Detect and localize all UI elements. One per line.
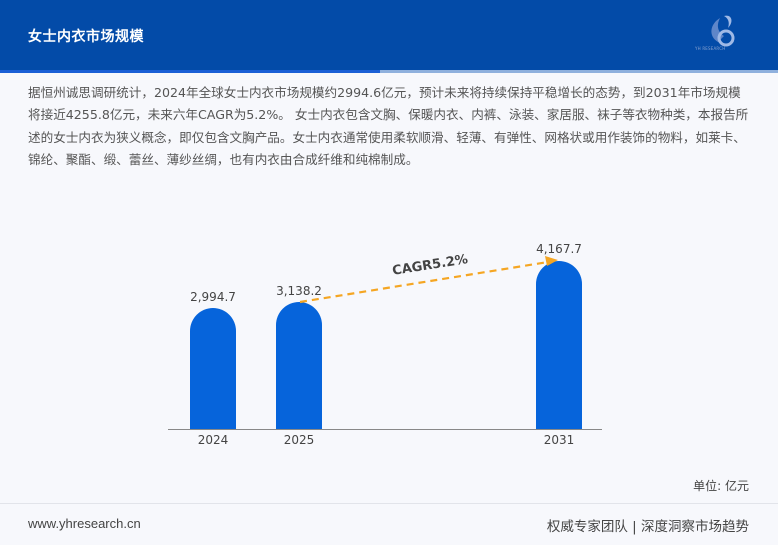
bar-2025 — [276, 302, 322, 429]
logo-text: YH RESEARCH — [695, 46, 726, 51]
footer-website-link[interactable]: www.yhresearch.cn — [28, 516, 141, 531]
yh-research-logo-icon — [711, 15, 735, 47]
bar-2024 — [190, 308, 236, 429]
page-title: 女士内衣市场规模 — [28, 29, 144, 45]
bar-2031 — [536, 261, 582, 429]
x-tick-2031: 2031 — [543, 433, 575, 447]
footer-divider — [0, 503, 778, 504]
header-divider-line — [380, 70, 778, 73]
bar-value-2025: 3,138.2 — [276, 284, 322, 298]
x-axis-line — [168, 429, 602, 430]
footer-tagline: 权威专家团队 | 深度洞察市场趋势 — [546, 519, 749, 535]
intro-paragraph: 据恒州诚思调研统计，2024年全球女士内衣市场规模约2994.6亿元，预计未来将… — [28, 85, 749, 168]
x-tick-2025: 2025 — [283, 433, 315, 447]
header-accent-line — [0, 70, 380, 73]
unit-label: 单位: 亿元 — [693, 479, 749, 493]
bar-value-2031: 4,167.7 — [536, 242, 582, 256]
header-banner: 女士内衣市场规模 YH RESEARCH — [0, 0, 778, 70]
bar-value-2024: 2,994.7 — [190, 290, 236, 304]
x-tick-2024: 2024 — [197, 433, 229, 447]
